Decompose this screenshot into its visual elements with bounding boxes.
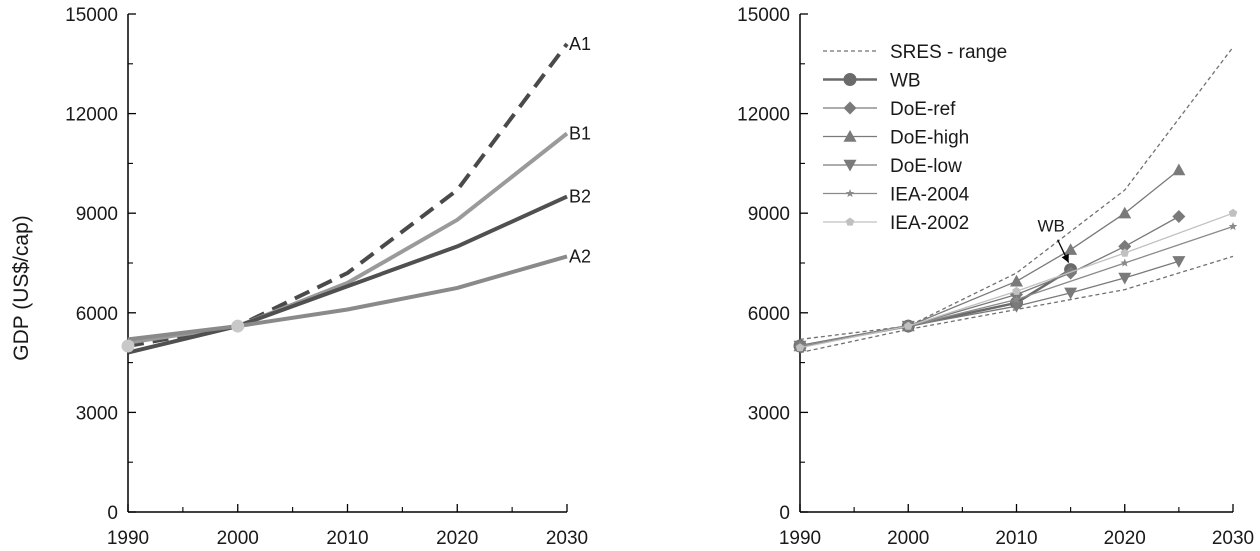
legend-marker (845, 217, 855, 226)
legend-marker (843, 159, 857, 172)
data-point (1010, 300, 1023, 313)
x-tick-label: 2000 (887, 528, 929, 549)
legend-label: IEA-2004 (890, 185, 970, 206)
series-label-b2: B2 (569, 187, 591, 207)
series-label-b1: B1 (569, 124, 591, 144)
y-tick-label: 9000 (748, 204, 790, 225)
annotation-wb: WB (1037, 216, 1064, 235)
data-point (1228, 208, 1238, 217)
legend-marker (843, 73, 857, 86)
data-point (1064, 266, 1078, 280)
data-point (121, 339, 135, 353)
series-line-doe-ref (799, 215, 1180, 347)
x-tick-label: 2020 (1104, 528, 1146, 549)
legend-marker (843, 101, 857, 115)
legend-label: SRES - range (890, 42, 1007, 63)
y-tick-label: 3000 (748, 403, 790, 424)
series-label-a2: A2 (569, 246, 591, 266)
data-point (1012, 286, 1021, 295)
right-panel: 0 3000 6000 9000 12000 15000 1990 2000 2010 2020 2… (737, 5, 1254, 549)
data-point (795, 343, 805, 352)
y-tick-label: 12000 (65, 105, 118, 126)
data-point (1064, 243, 1078, 255)
x-tick-label: 2000 (217, 528, 259, 549)
legend-label: WB (890, 71, 921, 92)
data-point (1172, 163, 1186, 176)
y-tick-label: 0 (107, 503, 118, 524)
x-tick-label: 2010 (326, 528, 368, 549)
x-tick-label: 2030 (546, 528, 588, 549)
y-axis-label: GDP (US$/cap) (10, 215, 33, 361)
series-line-sres-range (799, 46, 1234, 341)
y-tick-label: 15000 (65, 5, 118, 26)
x-tick-label: 2030 (1212, 528, 1254, 549)
x-tick-label: 2010 (995, 528, 1037, 549)
data-point (1064, 287, 1078, 300)
x-tick-label: 2020 (436, 528, 478, 549)
data-point (1010, 274, 1023, 287)
data-point (1228, 222, 1238, 231)
y-tick-label: 9000 (76, 204, 118, 225)
y-tick-label: 6000 (76, 304, 118, 325)
series-line-doe-high (799, 169, 1180, 347)
legend-label: DoE-high (890, 128, 969, 149)
data-point (1012, 295, 1021, 304)
series-line-b2 (127, 194, 568, 355)
series-line-a2 (127, 254, 568, 342)
legend-marker (845, 189, 855, 198)
left-panel: 0 3000 6000 9000 12000 15000 1990 2000 2010 2020 2… (65, 5, 591, 549)
legend-marker (843, 130, 857, 142)
data-point (1120, 248, 1129, 257)
y-tick-label: 0 (779, 503, 790, 524)
data-point (1172, 210, 1186, 224)
data-point (904, 321, 913, 330)
legend-label: IEA-2002 (890, 213, 969, 234)
series-line-wb (799, 268, 1072, 348)
series-label-a1: A1 (569, 34, 591, 54)
data-point (1118, 206, 1132, 219)
y-tick-label: 15000 (737, 5, 790, 26)
data-point (1118, 239, 1132, 253)
legend-label: DoE-ref (890, 99, 956, 120)
annotation-arrowhead (1061, 253, 1069, 263)
y-tick-label: 6000 (748, 304, 790, 325)
data-point (231, 319, 245, 333)
series-line-a1 (127, 42, 569, 348)
x-tick-label: 1990 (779, 528, 821, 549)
y-tick-label: 3000 (76, 403, 118, 424)
y-tick-label: 12000 (737, 105, 790, 126)
data-point (1172, 256, 1186, 268)
legend-label: DoE-low (890, 156, 962, 177)
x-tick-label: 1990 (107, 528, 149, 549)
data-point (1120, 258, 1129, 267)
legend: SRES - range WB DoE-ref DoE-high DoE-low IEA-… (823, 42, 1007, 234)
data-point (1118, 272, 1132, 285)
